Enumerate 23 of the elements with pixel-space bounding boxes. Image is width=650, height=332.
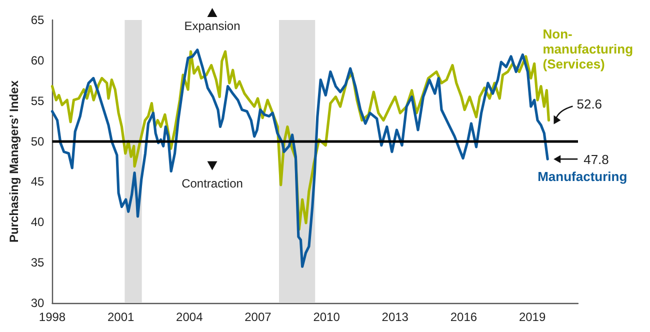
x-tick-label: 1998: [38, 310, 66, 324]
annotation: 52.6: [576, 96, 602, 112]
x-tick-label: 2004: [176, 310, 204, 324]
x-tick-label: 2001: [107, 310, 134, 324]
x-tick-label: 2013: [382, 310, 409, 324]
y-tick-label: 50: [30, 134, 45, 148]
x-tick-label: 2010: [313, 310, 340, 324]
y-tick-label: 35: [30, 256, 45, 270]
y-tick-label: 65: [30, 13, 45, 27]
y-tick-label: 60: [30, 53, 45, 68]
annotation: 47.8: [584, 152, 609, 168]
y-axis-title: Purchasing Managers’ Index: [7, 80, 21, 243]
y-tick-label: 40: [30, 215, 45, 230]
annotation: Contraction: [182, 176, 243, 190]
x-tick-label: 2019: [518, 310, 546, 324]
y-tick-label: 45: [30, 174, 45, 189]
y-tick-label: 55: [30, 94, 45, 108]
x-tick-label: 2016: [450, 310, 478, 324]
series-label: Manufacturing: [538, 169, 628, 184]
y-tick-label: 30: [30, 296, 45, 310]
series-label: Non-manufacturing (Services): [542, 26, 634, 72]
x-tick-label: 2007: [244, 310, 272, 324]
annotation: Expansion: [184, 19, 240, 33]
